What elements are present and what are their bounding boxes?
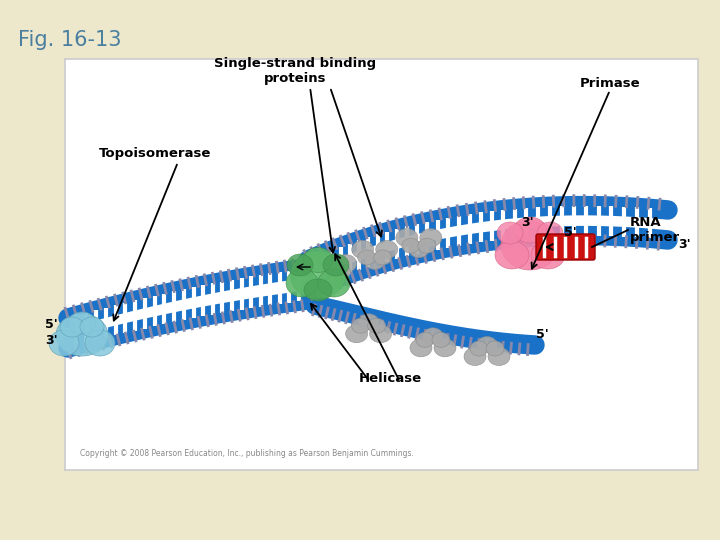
Ellipse shape (376, 240, 397, 259)
Ellipse shape (402, 238, 420, 253)
Ellipse shape (396, 228, 418, 247)
Ellipse shape (323, 254, 349, 276)
Text: RNA
primer: RNA primer (630, 216, 680, 244)
Ellipse shape (514, 217, 546, 243)
Text: Copyright © 2008 Pearson Education, Inc., publishing as Pearson Benjamin Cumming: Copyright © 2008 Pearson Education, Inc.… (80, 449, 414, 458)
Text: 5': 5' (564, 226, 577, 240)
Ellipse shape (432, 332, 450, 347)
Ellipse shape (358, 250, 376, 265)
Ellipse shape (317, 264, 335, 279)
Ellipse shape (286, 269, 318, 297)
Ellipse shape (374, 250, 392, 265)
Ellipse shape (497, 222, 523, 244)
Ellipse shape (486, 341, 504, 356)
Ellipse shape (287, 254, 313, 276)
Text: 3': 3' (678, 239, 690, 252)
Ellipse shape (418, 238, 436, 253)
Ellipse shape (501, 220, 559, 270)
Ellipse shape (477, 336, 497, 353)
Text: Topoisomerase: Topoisomerase (99, 147, 211, 160)
Ellipse shape (359, 314, 379, 330)
Text: 3': 3' (45, 334, 58, 347)
Text: Single-strand binding
proteins: Single-strand binding proteins (214, 57, 376, 85)
Ellipse shape (303, 247, 333, 273)
Ellipse shape (68, 312, 96, 334)
Text: Fig. 16-13: Fig. 16-13 (18, 30, 122, 50)
Ellipse shape (420, 228, 442, 247)
Ellipse shape (304, 279, 332, 301)
Ellipse shape (464, 348, 486, 366)
Ellipse shape (56, 314, 108, 356)
Ellipse shape (333, 264, 351, 279)
Text: 3': 3' (521, 217, 534, 230)
Ellipse shape (290, 251, 346, 299)
Ellipse shape (470, 341, 488, 356)
Text: 5': 5' (536, 328, 549, 341)
Ellipse shape (351, 318, 369, 333)
Text: Primase: Primase (580, 77, 640, 90)
Ellipse shape (49, 330, 79, 356)
Ellipse shape (537, 222, 563, 244)
Ellipse shape (410, 339, 432, 357)
Ellipse shape (368, 318, 386, 333)
Ellipse shape (351, 240, 374, 259)
Ellipse shape (318, 269, 350, 297)
Ellipse shape (369, 325, 392, 343)
Ellipse shape (495, 241, 529, 269)
Ellipse shape (488, 348, 510, 366)
Ellipse shape (434, 339, 456, 357)
Ellipse shape (80, 317, 104, 337)
Ellipse shape (423, 328, 443, 344)
Ellipse shape (310, 254, 333, 273)
Ellipse shape (85, 330, 115, 356)
Text: 5': 5' (45, 319, 58, 332)
Ellipse shape (416, 332, 434, 347)
Ellipse shape (335, 254, 356, 273)
Text: Helicase: Helicase (359, 372, 422, 385)
Ellipse shape (60, 317, 84, 337)
Ellipse shape (531, 241, 565, 269)
Ellipse shape (409, 242, 429, 258)
FancyBboxPatch shape (536, 234, 595, 260)
Ellipse shape (365, 253, 384, 269)
Ellipse shape (324, 267, 343, 284)
Ellipse shape (346, 325, 368, 343)
